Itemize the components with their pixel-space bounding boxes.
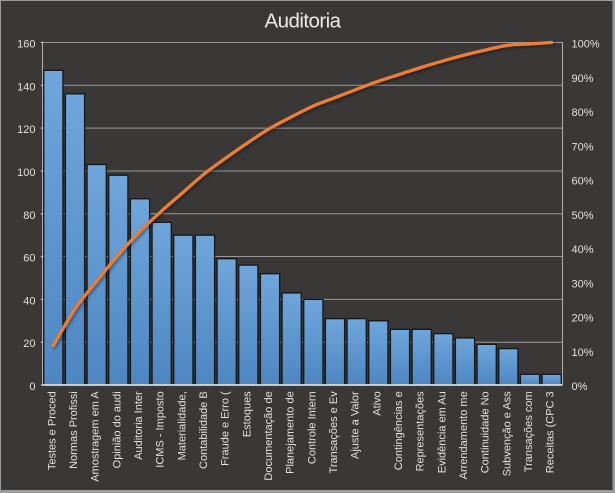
svg-text:Receitas (CPC 3: Receitas (CPC 3 — [545, 391, 557, 473]
svg-text:Materialidade,: Materialidade, — [176, 391, 188, 460]
svg-text:Auditoria Inter: Auditoria Inter — [133, 391, 145, 460]
svg-text:Documentação de: Documentação de — [263, 391, 275, 480]
svg-text:Opinião do audi: Opinião do audi — [111, 391, 123, 468]
svg-text:60: 60 — [23, 253, 35, 265]
svg-text:140: 140 — [17, 81, 35, 93]
svg-text:ICMS - Imposto: ICMS - Imposto — [155, 391, 167, 467]
svg-text:90%: 90% — [572, 73, 594, 85]
svg-text:Fraude e Erro (: Fraude e Erro ( — [220, 391, 232, 466]
svg-text:0: 0 — [29, 381, 35, 393]
svg-text:Contabilidade B: Contabilidade B — [198, 391, 210, 469]
svg-text:Representações: Representações — [415, 391, 427, 472]
svg-text:Ajuste a Valor: Ajuste a Valor — [350, 391, 362, 459]
svg-text:Controle Intern: Controle Intern — [306, 391, 318, 464]
svg-text:120: 120 — [17, 124, 35, 136]
svg-text:100%: 100% — [572, 39, 600, 51]
svg-text:20: 20 — [23, 338, 35, 350]
svg-text:Ativo: Ativo — [371, 391, 383, 415]
svg-text:Estoques: Estoques — [241, 391, 253, 437]
svg-text:Contingências e: Contingências e — [393, 391, 405, 470]
svg-text:60%: 60% — [572, 176, 594, 188]
svg-text:100: 100 — [17, 167, 35, 179]
svg-text:80: 80 — [23, 210, 35, 222]
svg-text:Planejamento de: Planejamento de — [285, 391, 297, 474]
svg-text:30%: 30% — [572, 278, 594, 290]
svg-text:0%: 0% — [572, 381, 588, 393]
svg-text:Amostragem em A: Amostragem em A — [90, 391, 102, 482]
svg-text:20%: 20% — [572, 313, 594, 325]
svg-text:Transações e Ev: Transações e Ev — [328, 391, 340, 474]
svg-text:Auditoria: Auditoria — [265, 10, 342, 33]
svg-text:Normas Profissi: Normas Profissi — [68, 391, 80, 469]
svg-text:Transações com: Transações com — [523, 391, 535, 472]
svg-text:Arrendamento me: Arrendamento me — [458, 391, 470, 479]
svg-text:160: 160 — [17, 39, 35, 51]
svg-text:80%: 80% — [572, 107, 594, 119]
svg-text:70%: 70% — [572, 141, 594, 153]
svg-text:Evidência em Au: Evidência em Au — [436, 391, 448, 473]
svg-text:40%: 40% — [572, 244, 594, 256]
svg-text:Continuidade No: Continuidade No — [480, 391, 492, 473]
svg-text:10%: 10% — [572, 347, 594, 359]
svg-text:50%: 50% — [572, 210, 594, 222]
svg-text:40: 40 — [23, 295, 35, 307]
svg-text:Subvenção e Ass: Subvenção e Ass — [501, 391, 513, 477]
svg-text:Testes e Proced: Testes e Proced — [46, 391, 58, 470]
